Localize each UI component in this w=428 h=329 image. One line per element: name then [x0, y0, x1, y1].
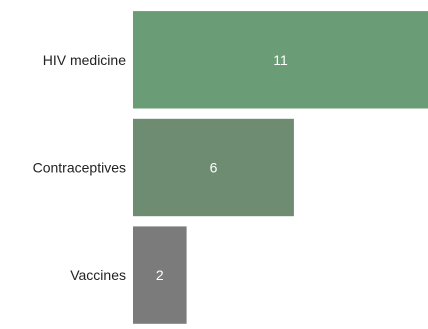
bar-vaccines — [133, 226, 187, 324]
category-label-vaccines: Vaccines — [70, 267, 126, 283]
category-label-contraceptives: Contraceptives — [33, 160, 126, 176]
bars-layer — [133, 11, 428, 324]
category-label-hiv-medicine: HIV medicine — [43, 52, 126, 68]
labels-layer: HIV medicine 11 Contraceptives 6 Vaccines 2 — [33, 52, 288, 283]
value-label-hiv-medicine: 11 — [273, 52, 288, 68]
value-label-vaccines: 2 — [156, 267, 164, 283]
value-label-contraceptives: 6 — [210, 160, 218, 176]
bar-hiv-medicine — [133, 11, 428, 109]
bar-contraceptives — [133, 118, 294, 217]
